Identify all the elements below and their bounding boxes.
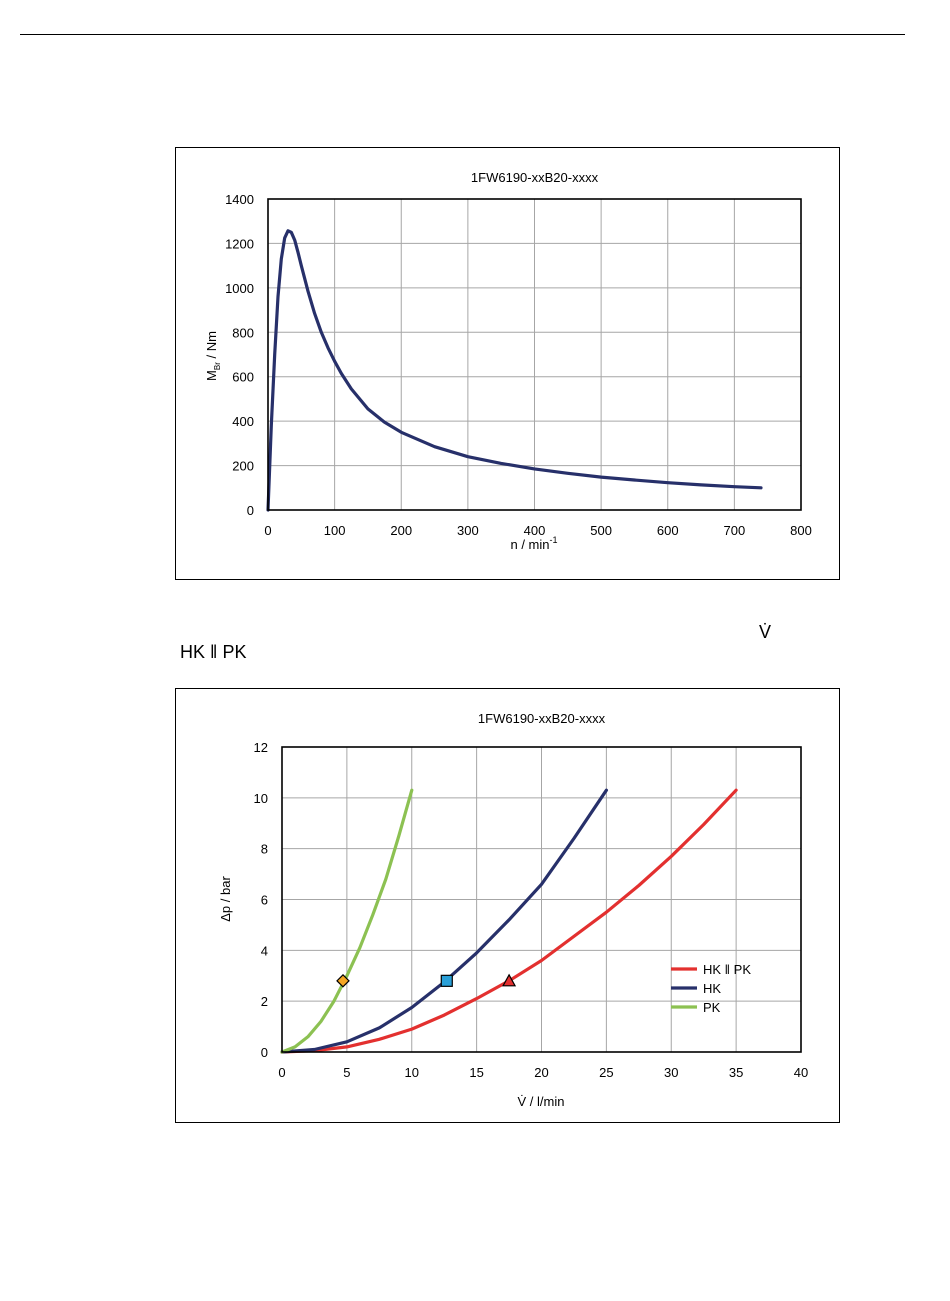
y-axis-label-sub: Br — [213, 362, 222, 370]
x-axis-label-sup: -1 — [550, 535, 558, 545]
x-tick-label: 200 — [390, 523, 412, 538]
y-tick-label: 400 — [232, 414, 254, 429]
x-tick-label: 300 — [457, 523, 479, 538]
x-tick-label: 25 — [599, 1065, 613, 1080]
legend-label-2: PK — [703, 1000, 721, 1015]
y-tick-label: 800 — [232, 325, 254, 340]
x-tick-label: 700 — [724, 523, 746, 538]
y-axis-label: Δp / bar — [218, 876, 233, 922]
x-tick-label: 500 — [590, 523, 612, 538]
x-tick-label: 0 — [278, 1065, 285, 1080]
x-axis-label: n / min-1 — [510, 535, 557, 552]
braking-torque-chart: 1FW6190-xxB20-xxxx 0 100 200 300 400 500 600 700… — [175, 147, 840, 580]
pressure-drop-svg: 1FW6190-xxB20-xxxx 0 5 10 15 20 25 30 35 40 0 2 4 6 8 1… — [218, 711, 808, 1109]
series-line-0 — [266, 229, 763, 512]
x-tick-label: 600 — [657, 523, 679, 538]
x-tick-label: 400 — [524, 523, 546, 538]
y-tick-label: 0 — [261, 1045, 268, 1060]
y-tick-label: 600 — [232, 370, 254, 385]
top-rule — [20, 34, 905, 35]
y-tick-label: 1400 — [225, 192, 254, 207]
y-tick-label: 10 — [254, 791, 268, 806]
braking-torque-svg: 1FW6190-xxB20-xxxx 0 100 200 300 400 500 600 700… — [204, 170, 812, 552]
x-tick-label: 800 — [790, 523, 812, 538]
y-tick-label: 200 — [232, 459, 254, 474]
y-tick-label: 4 — [261, 943, 268, 958]
x-tick-label: 30 — [664, 1065, 678, 1080]
y-tick-label: 12 — [254, 740, 268, 755]
pressure-drop-chart: 1FW6190-xxB20-xxxx 0 5 10 15 20 25 30 35 40 0 2 4 6 8 1… — [175, 688, 840, 1123]
chart-title: 1FW6190-xxB20-xxxx — [478, 711, 606, 726]
y-tick-label: 1200 — [225, 236, 254, 251]
y-tick-label: 8 — [261, 842, 268, 857]
y-axis-label: MBr / Nm — [204, 331, 222, 381]
x-tick-label: 35 — [729, 1065, 743, 1080]
x-axis-label-main: n / min — [510, 537, 549, 552]
x-axis-label: V̇ / l/min — [518, 1094, 565, 1109]
x-tick-label: 10 — [405, 1065, 419, 1080]
operating-point-diamond — [336, 973, 350, 988]
x-tick-label: 5 — [343, 1065, 350, 1080]
x-tick-label: 0 — [264, 523, 271, 538]
plot-area-border — [281, 746, 802, 1053]
hk-pk-heading: HK ‖ PK — [180, 642, 247, 662]
x-tick-label: 100 — [324, 523, 346, 538]
series-line-1 — [280, 788, 608, 1054]
legend-label-0: HK ‖ PK — [703, 962, 751, 977]
chart-title: 1FW6190-xxB20-xxxx — [471, 170, 599, 185]
y-tick-label: 1000 — [225, 281, 254, 296]
legend-label-1: HK — [703, 981, 721, 996]
y-tick-label: 0 — [247, 503, 254, 518]
y-tick-label: 6 — [261, 893, 268, 908]
vdot-symbol: V̇ — [759, 622, 772, 642]
x-tick-label: 40 — [794, 1065, 808, 1080]
y-axis-label-main: M — [204, 370, 219, 381]
operating-point-triangle — [502, 973, 517, 987]
series-line-2 — [280, 788, 414, 1054]
plot-area-border — [267, 198, 802, 511]
x-tick-label: 15 — [469, 1065, 483, 1080]
y-axis-label-tail: / Nm — [204, 331, 219, 362]
operating-point-square — [440, 974, 453, 987]
x-tick-label: 20 — [534, 1065, 548, 1080]
y-tick-label: 2 — [261, 994, 268, 1009]
